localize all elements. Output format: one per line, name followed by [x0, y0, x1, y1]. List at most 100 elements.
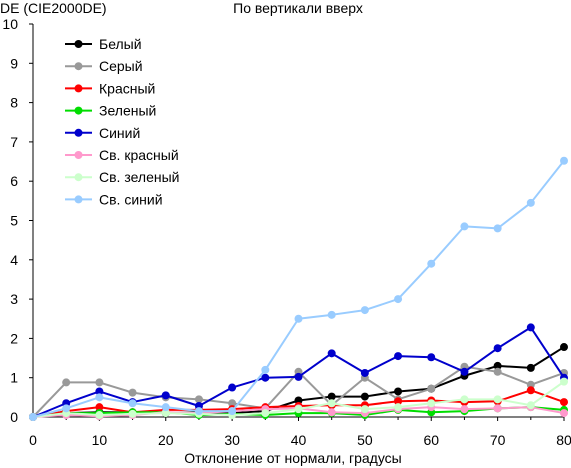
legend-item: Зеленый — [65, 103, 156, 119]
x-tick-label: 80 — [556, 432, 571, 448]
data-point — [294, 396, 303, 405]
data-point — [526, 323, 535, 332]
data-point — [560, 398, 568, 407]
data-point — [261, 365, 270, 374]
data-point — [194, 407, 203, 416]
series — [29, 156, 568, 421]
legend-label: Красный — [99, 80, 155, 96]
legend-swatch-marker — [74, 106, 83, 115]
data-point — [360, 405, 369, 414]
data-point — [62, 378, 71, 387]
y-tick-label: 4 — [10, 252, 18, 268]
data-point — [460, 405, 469, 414]
data-point — [493, 361, 502, 370]
data-point — [194, 395, 203, 404]
legend-label: Белый — [99, 36, 142, 52]
data-point — [526, 401, 535, 410]
data-point — [560, 156, 568, 165]
data-point — [327, 408, 336, 417]
x-tick-label: 20 — [158, 432, 174, 448]
data-point — [261, 373, 270, 382]
legend-swatch-marker — [74, 40, 83, 48]
legend-swatch-marker — [74, 128, 83, 137]
y-tick-label: 6 — [10, 173, 18, 189]
y-tick-label: 9 — [10, 55, 18, 71]
data-point — [460, 222, 469, 231]
x-tick-label: 70 — [490, 432, 506, 448]
legend-label: Св. синий — [99, 191, 163, 207]
series — [29, 323, 568, 421]
data-point — [394, 403, 403, 412]
data-point — [460, 395, 469, 404]
legend: Белый Серый Красный Зеленый Синий Св. красный… — [65, 36, 179, 207]
data-point — [427, 353, 436, 362]
data-point — [560, 343, 568, 352]
x-tick-label: 50 — [357, 432, 373, 448]
legend-label: Св. красный — [99, 147, 179, 163]
legend-label: Серый — [99, 58, 143, 74]
legend-label: Св. зеленый — [99, 169, 179, 185]
series — [29, 377, 568, 421]
data-point — [493, 367, 502, 376]
legend-item: Красный — [65, 80, 155, 96]
chart-title: По вертикали вверх — [233, 0, 363, 16]
data-point — [427, 259, 436, 268]
y-tick-label: 10 — [2, 16, 18, 32]
x-tick-label: 10 — [92, 432, 108, 448]
data-point — [327, 399, 336, 408]
legend-swatch-marker — [74, 84, 83, 93]
data-point — [128, 388, 137, 397]
data-point — [95, 403, 104, 412]
x-tick-label: 40 — [291, 432, 307, 448]
data-point — [360, 368, 369, 377]
data-point — [394, 295, 403, 304]
y-tick-label: 0 — [10, 409, 18, 425]
data-point — [161, 391, 170, 400]
legend-item: Синий — [65, 125, 140, 141]
data-point — [327, 392, 336, 401]
legend-swatch-marker — [74, 195, 83, 204]
data-point — [294, 372, 303, 381]
data-point — [261, 409, 270, 418]
y-tick-label: 7 — [10, 134, 18, 150]
data-point — [228, 399, 237, 408]
data-point — [360, 392, 369, 401]
y-axis-label: DE (CIE2000DE) — [0, 0, 107, 16]
data-point — [294, 314, 303, 323]
x-axis-label: Отклонение от нормали, градусы — [184, 450, 401, 466]
data-point — [427, 399, 436, 408]
data-point — [560, 377, 568, 386]
data-point — [161, 403, 170, 412]
x-tick-label: 60 — [423, 432, 439, 448]
x-tick-label: 30 — [224, 432, 240, 448]
legend-label: Зеленый — [99, 103, 156, 119]
x-tick-label: 0 — [29, 432, 37, 448]
data-point — [493, 224, 502, 233]
y-tick-label: 2 — [10, 330, 18, 346]
data-point — [128, 399, 137, 408]
data-point — [29, 413, 37, 421]
data-point — [327, 349, 336, 358]
data-point — [394, 352, 403, 361]
data-point — [95, 387, 104, 396]
data-point — [228, 407, 237, 416]
data-point — [460, 367, 469, 376]
data-point — [493, 344, 502, 353]
data-point — [228, 383, 237, 392]
data-point — [161, 409, 170, 418]
data-point — [526, 380, 535, 389]
legend-item: Св. зеленый — [65, 169, 179, 185]
data-point — [526, 363, 535, 372]
legend-swatch-marker — [74, 151, 83, 159]
data-point — [294, 405, 303, 414]
y-tick-label: 8 — [10, 95, 18, 111]
data-point — [360, 306, 369, 315]
data-point — [95, 393, 104, 402]
y-tick-label: 5 — [10, 213, 18, 229]
data-point — [560, 409, 568, 418]
axes: 0 1 2 3 4 5 6 7 8 9 10 0 10 20 30 40 50 60 70 80 — [2, 16, 571, 448]
y-tick-label: 1 — [10, 370, 18, 386]
legend-item: Серый — [65, 58, 143, 74]
legend-item: Св. синий — [65, 191, 163, 207]
